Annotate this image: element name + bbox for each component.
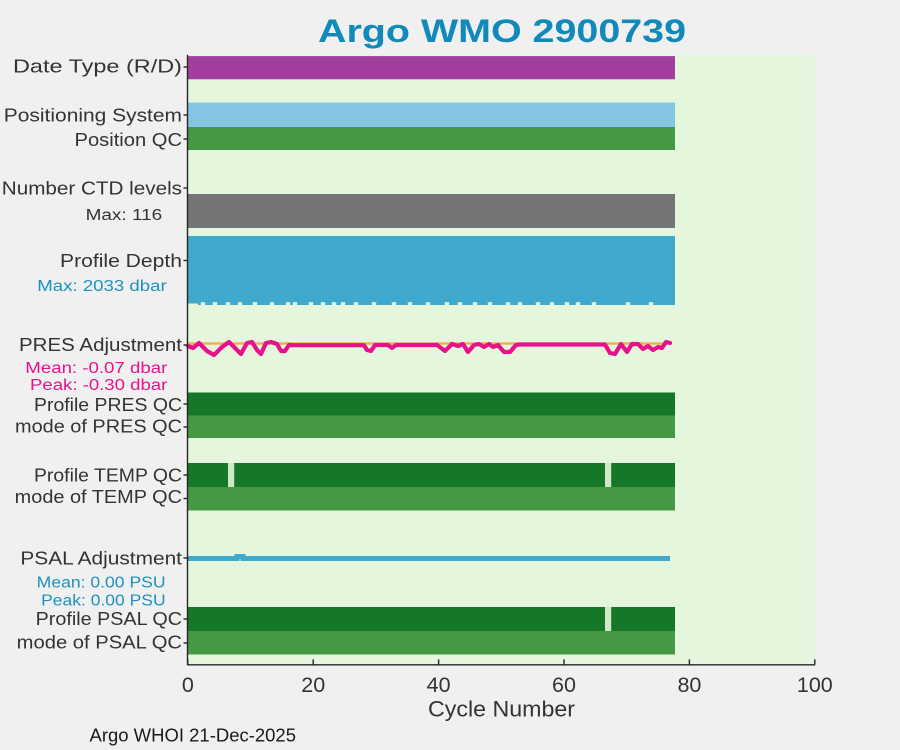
svg-text:mode of TEMP QC: mode of TEMP QC bbox=[15, 487, 182, 507]
svg-text:Peak: 0.00 PSU: Peak: 0.00 PSU bbox=[41, 593, 166, 610]
svg-text:Date Type (R/D): Date Type (R/D) bbox=[13, 57, 182, 77]
svg-text:mode of PSAL QC: mode of PSAL QC bbox=[17, 633, 182, 653]
svg-text:Profile PRES QC: Profile PRES QC bbox=[34, 395, 182, 415]
svg-text:40: 40 bbox=[427, 673, 451, 697]
svg-text:100: 100 bbox=[797, 673, 833, 697]
svg-text:Max: 116: Max: 116 bbox=[86, 207, 163, 224]
svg-text:Peak: -0.30 dbar: Peak: -0.30 dbar bbox=[30, 377, 167, 394]
svg-text:mode of PRES QC: mode of PRES QC bbox=[15, 417, 182, 437]
svg-text:Mean: 0.00 PSU: Mean: 0.00 PSU bbox=[37, 574, 166, 591]
svg-text:PSAL Adjustment: PSAL Adjustment bbox=[20, 548, 182, 568]
svg-text:Max: 2033 dbar: Max: 2033 dbar bbox=[37, 278, 166, 295]
svg-text:Argo WMO 2900739: Argo WMO 2900739 bbox=[318, 13, 686, 49]
svg-text:80: 80 bbox=[677, 673, 701, 697]
svg-text:60: 60 bbox=[552, 673, 576, 697]
svg-text:Profile PSAL QC: Profile PSAL QC bbox=[36, 609, 182, 629]
svg-text:Cycle Number: Cycle Number bbox=[428, 697, 575, 722]
svg-text:Number CTD levels: Number CTD levels bbox=[2, 179, 182, 199]
svg-text:Position QC: Position QC bbox=[75, 130, 183, 150]
svg-text:0: 0 bbox=[182, 673, 194, 697]
svg-text:Mean: -0.07 dbar: Mean: -0.07 dbar bbox=[25, 360, 167, 377]
svg-text:Profile TEMP QC: Profile TEMP QC bbox=[34, 465, 182, 485]
svg-text:20: 20 bbox=[301, 673, 325, 697]
svg-text:Profile Depth: Profile Depth bbox=[60, 251, 182, 271]
svg-text:Argo WHOI 21-Dec-2025: Argo WHOI 21-Dec-2025 bbox=[90, 726, 297, 746]
svg-text:PRES Adjustment: PRES Adjustment bbox=[19, 335, 182, 355]
svg-text:Positioning System: Positioning System bbox=[4, 106, 182, 126]
